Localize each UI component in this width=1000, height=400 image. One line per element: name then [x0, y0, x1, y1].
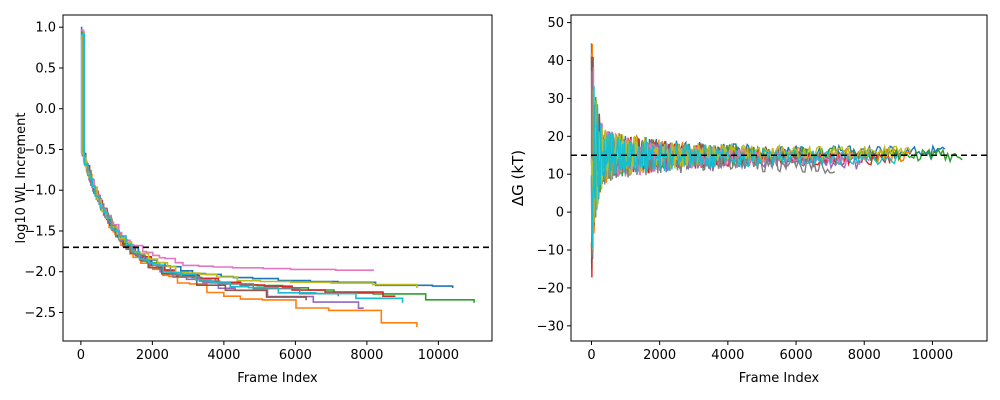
x-tick-label: 0 [77, 348, 85, 363]
right-x-axis-label: Frame Index [739, 371, 820, 386]
x-tick-label: 4000 [207, 348, 240, 363]
right-series-group [590, 43, 963, 278]
y-tick-label: −10 [537, 244, 564, 259]
y-tick-label: −20 [537, 281, 564, 296]
right-chart: 0 2000 4000 6000 8000 10000 50 40 30 20 10 0 −10 −20… [509, 14, 988, 386]
x-tick-label: 10000 [912, 348, 953, 363]
y-tick-label: −2.5 [24, 306, 56, 321]
left-y-axis-label: log10 WL Increment [14, 113, 29, 244]
y-tick-label: 0.5 [35, 61, 56, 76]
y-tick-label: 20 [547, 130, 564, 145]
x-tick-label: 0 [587, 348, 595, 363]
left-series-line-3 [80, 31, 475, 303]
right-series-line-3 [590, 79, 963, 270]
right-y-ticks: 50 40 30 20 10 0 −10 −20 −30 [537, 16, 571, 334]
right-x-ticks: 0 2000 4000 6000 8000 10000 [587, 341, 953, 363]
y-tick-label: 0 [556, 206, 564, 221]
x-tick-label: 2000 [643, 348, 676, 363]
left-y-ticks: 1.0 0.5 0.0 −0.5 −1.0 −1.5 −2.0 −2.5 [24, 21, 63, 321]
left-series-line-9 [80, 35, 418, 288]
left-series-line-8 [80, 33, 340, 297]
y-tick-label: 0.0 [35, 102, 56, 117]
left-series-group [80, 26, 475, 328]
left-series-line-6 [80, 36, 307, 301]
right-y-axis-label: ΔG (kT) [509, 150, 527, 206]
left-chart: 0 2000 4000 6000 8000 10000 1.0 0.5 0.0 −0.5 −1.0… [14, 14, 493, 386]
y-tick-label: 50 [547, 16, 564, 31]
y-tick-label: −1.0 [24, 184, 56, 199]
right-series-line-1 [590, 43, 946, 225]
y-tick-label: 1.0 [35, 21, 56, 36]
right-series-line-10 [590, 86, 898, 249]
left-x-axis-label: Frame Index [237, 371, 318, 386]
x-tick-label: 10000 [418, 348, 459, 363]
left-series-line-1 [80, 26, 454, 288]
left-series-line-4 [80, 38, 396, 297]
y-tick-label: −2.0 [24, 265, 56, 280]
x-tick-label: 4000 [711, 348, 744, 363]
left-series-line-7 [80, 29, 374, 271]
y-tick-label: −0.5 [24, 143, 56, 158]
y-tick-label: −1.5 [24, 224, 56, 239]
y-tick-label: 10 [547, 168, 564, 183]
y-tick-label: 30 [547, 92, 564, 107]
y-tick-label: −30 [537, 319, 564, 334]
right-plot-frame [570, 14, 988, 342]
left-plot-frame [62, 14, 493, 342]
left-series-line-10 [80, 33, 404, 303]
left-x-ticks: 0 2000 4000 6000 8000 10000 [77, 341, 459, 363]
y-tick-label: 40 [547, 54, 564, 69]
x-tick-label: 8000 [848, 348, 881, 363]
x-tick-label: 6000 [780, 348, 813, 363]
x-tick-label: 6000 [279, 348, 312, 363]
x-tick-label: 8000 [350, 348, 383, 363]
x-tick-label: 2000 [136, 348, 169, 363]
